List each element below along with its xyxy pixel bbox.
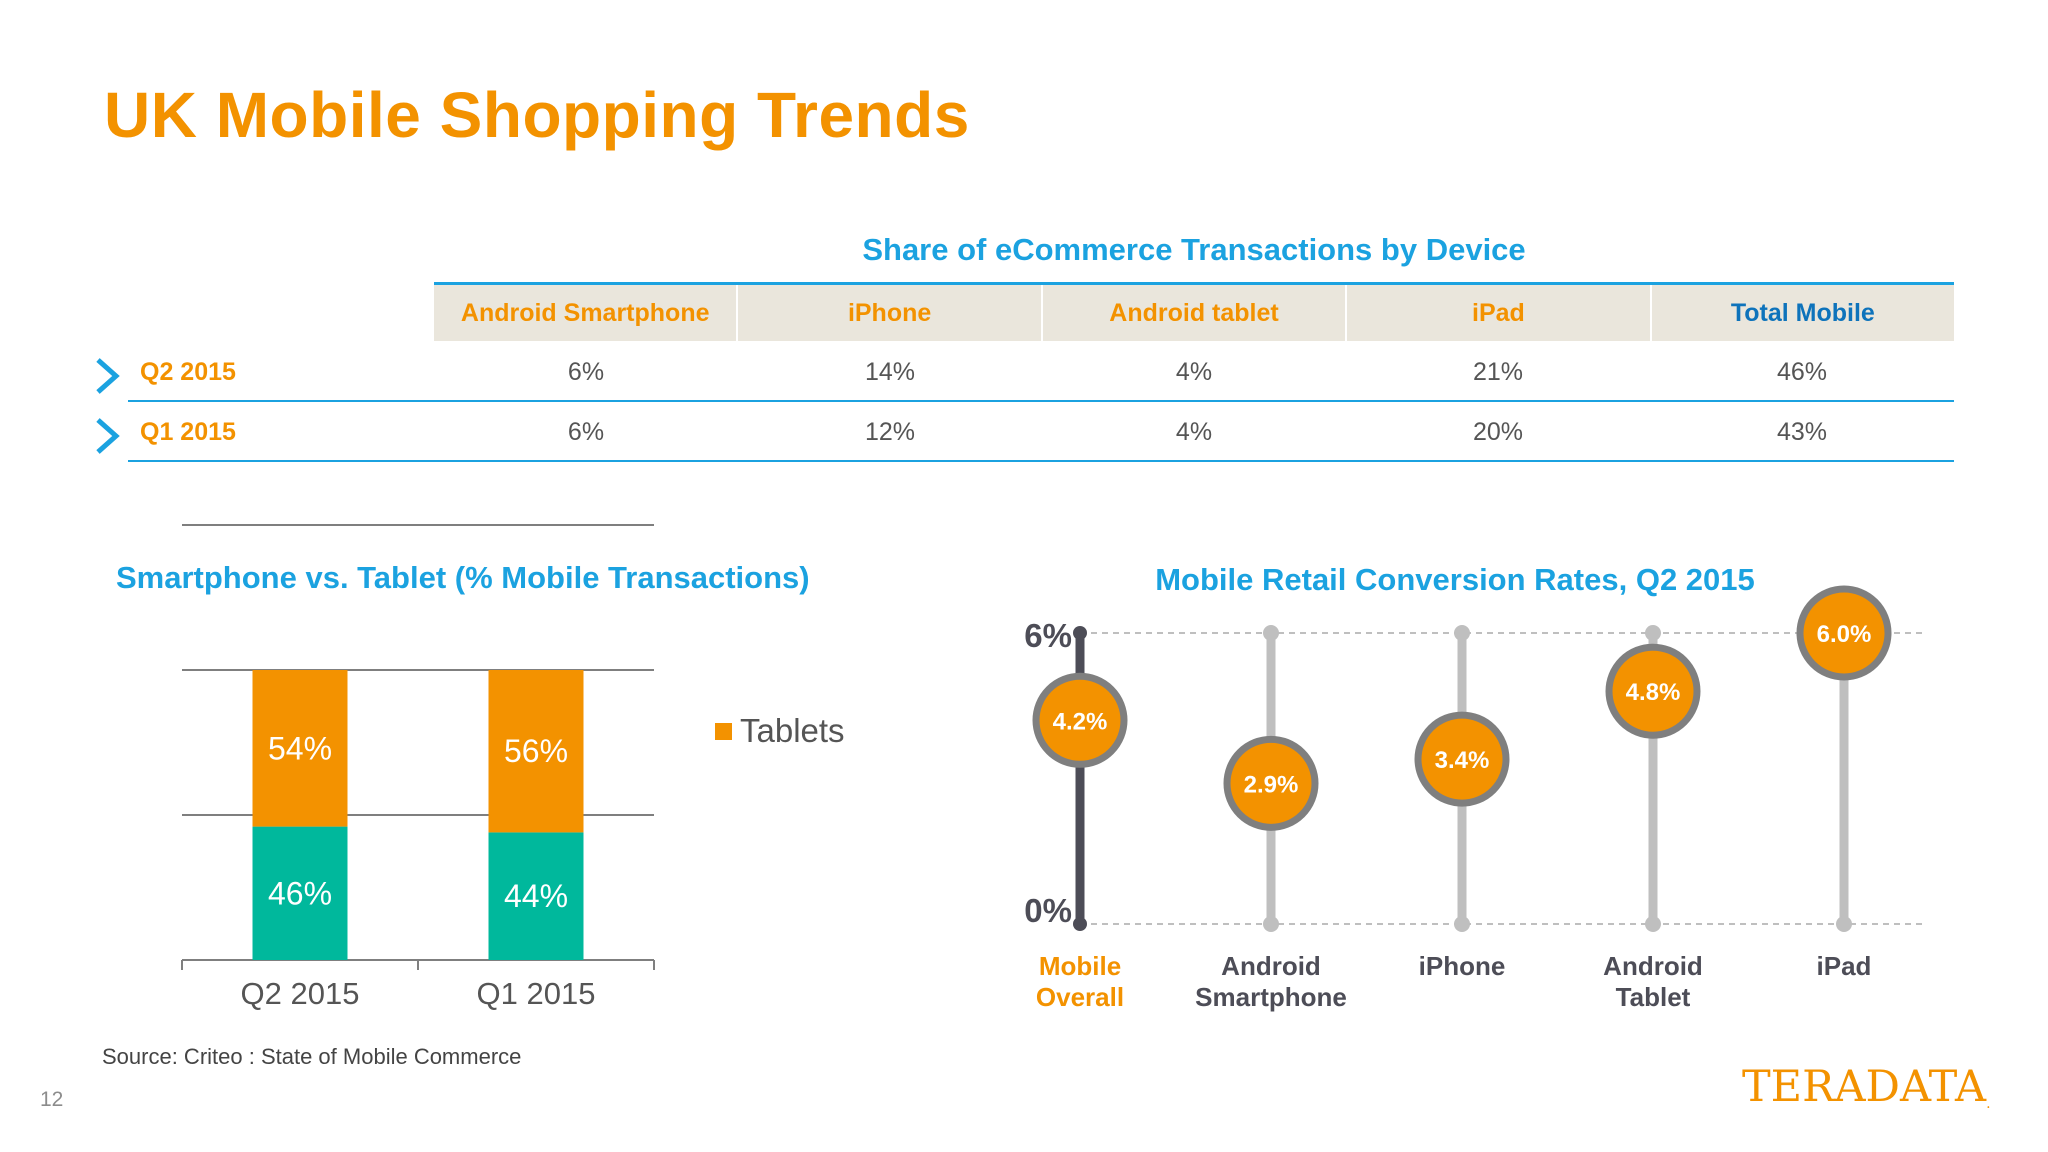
bar-segment-smartphone xyxy=(488,832,584,960)
x-tick-label: Q1 2015 xyxy=(477,976,596,1011)
data-label: 4.2% xyxy=(1053,708,1108,735)
stem-end-dot xyxy=(1073,917,1087,931)
legend-swatch-tablets xyxy=(715,722,732,740)
chevron-right-icon xyxy=(96,358,120,394)
logo-text: TERADATA xyxy=(1742,1062,1987,1112)
y-tick-label: 0% xyxy=(1024,892,1072,929)
table-cell: 43% xyxy=(1776,417,1828,446)
conversion-rate-chart: 6%0%4.2%MobileOverall2.9%AndroidSmartpho… xyxy=(1024,585,1926,1012)
x-category-label: Smartphone xyxy=(1195,982,1347,1012)
stem-end-dot xyxy=(1073,626,1087,640)
table-cell: 20% xyxy=(1472,417,1524,446)
table-cell: 4% xyxy=(1175,357,1213,386)
x-tick-label: Q2 2015 xyxy=(241,976,360,1011)
teradata-logo: TERADATA. xyxy=(1742,1062,1991,1112)
table-cell: 12% xyxy=(864,417,916,446)
bar-segment-tablets xyxy=(252,670,348,827)
page-number: 12 xyxy=(40,1088,64,1111)
table-cell: 4% xyxy=(1175,417,1213,446)
stacked-chart-title: Smartphone vs. Tablet (% Mobile Transact… xyxy=(116,560,810,595)
x-category-label: Overall xyxy=(1036,982,1124,1012)
table-cell: 6% xyxy=(567,357,605,386)
data-label: 54% xyxy=(268,730,332,766)
data-label: 6.0% xyxy=(1817,621,1872,648)
stem-end-dot xyxy=(1836,916,1852,932)
stem-end-dot xyxy=(1263,625,1279,641)
table-column-header-total: Total Mobile xyxy=(1730,298,1875,327)
data-label: 3.4% xyxy=(1435,747,1490,774)
bar-segment-tablets xyxy=(488,670,584,833)
table-title: Share of eCommerce Transactions by Devic… xyxy=(862,232,1526,267)
table-row: Q1 2015 6% 12% 4% 20% 43% xyxy=(128,404,1954,462)
chart-legend: Tablets xyxy=(715,712,845,750)
legend-label-tablets: Tablets xyxy=(740,712,845,749)
x-category-label: iPhone xyxy=(1419,951,1506,981)
data-point-marker xyxy=(1414,711,1510,807)
data-label: 2.9% xyxy=(1244,771,1299,798)
bar-segment-smartphone xyxy=(252,826,348,960)
stem-end-dot xyxy=(1645,916,1661,932)
data-point-marker xyxy=(1223,735,1319,831)
x-category-label: iPad xyxy=(1817,951,1872,981)
data-point-marker xyxy=(1032,672,1128,768)
table-header-row: Android Smartphone iPhone Android tablet… xyxy=(434,282,1954,341)
logo-mark: . xyxy=(1986,1096,1991,1112)
data-label: 56% xyxy=(504,733,568,769)
stem-end-dot xyxy=(1454,625,1470,641)
x-category-label: Mobile xyxy=(1039,951,1121,981)
table-cell: 6% xyxy=(567,417,605,446)
data-label: 4.8% xyxy=(1626,679,1681,706)
data-label: 46% xyxy=(268,875,332,911)
chevron-right-icon xyxy=(96,418,120,454)
source-note: Source: Criteo : State of Mobile Commerc… xyxy=(102,1044,522,1069)
x-category-label: Android xyxy=(1221,951,1321,981)
stem-end-dot xyxy=(1454,916,1470,932)
table-cell: 46% xyxy=(1776,357,1828,386)
slide-title: UK Mobile Shopping Trends xyxy=(104,79,970,151)
stem-end-dot xyxy=(1645,625,1661,641)
data-point-marker xyxy=(1605,643,1701,739)
x-category-label: Android xyxy=(1603,951,1703,981)
stacked-bar-chart: 46% 54% Q2 2015 44% 56% Q1 2015 xyxy=(181,524,655,1011)
data-point-marker xyxy=(1796,585,1892,681)
table-column-header: iPad xyxy=(1347,285,1652,341)
table-column-header: iPhone xyxy=(738,285,1043,341)
table-cell: 21% xyxy=(1472,357,1524,386)
table-column-header: Android tablet xyxy=(1043,285,1348,341)
table-column-header: Android Smartphone xyxy=(434,285,739,341)
stem-end-dot xyxy=(1263,916,1279,932)
x-category-label: Tablet xyxy=(1616,982,1691,1012)
data-label: 44% xyxy=(504,878,568,914)
table-row-label: Q1 2015 xyxy=(140,417,236,446)
table-row-label: Q2 2015 xyxy=(140,357,236,386)
table-cell: 14% xyxy=(864,357,916,386)
table-row: Q2 2015 6% 14% 4% 21% 46% xyxy=(128,344,1954,402)
conversion-chart-title: Mobile Retail Conversion Rates, Q2 2015 xyxy=(1155,562,1755,597)
y-tick-label: 6% xyxy=(1024,617,1072,654)
